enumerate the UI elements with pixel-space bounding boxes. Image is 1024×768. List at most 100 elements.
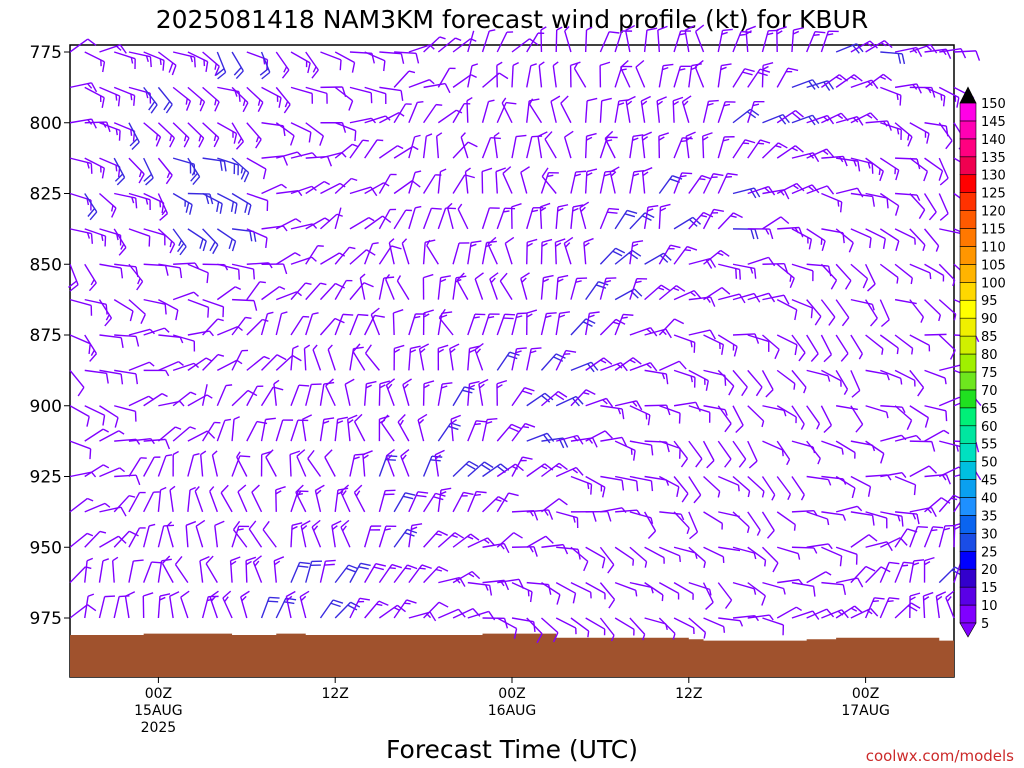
wind-barb	[295, 484, 307, 513]
barb-staff	[364, 182, 385, 195]
barb-feather	[623, 313, 634, 316]
barb-staff	[158, 360, 179, 372]
barb-staff	[187, 489, 191, 512]
barb-feather	[509, 351, 520, 356]
wind-barb	[659, 440, 681, 459]
barb-feather	[120, 267, 124, 279]
barb-feather	[572, 593, 577, 604]
wind-barb	[688, 329, 716, 340]
barb-feather	[345, 567, 357, 573]
barb-staff	[84, 596, 89, 619]
barb-staff	[319, 282, 336, 301]
barb-feather	[470, 533, 480, 541]
wind-barb	[320, 213, 343, 230]
wind-barb	[496, 617, 518, 639]
barb-staff	[688, 476, 702, 496]
wind-barb	[702, 582, 714, 610]
barb-feather	[166, 171, 171, 179]
wind-barb	[187, 486, 196, 512]
barb-staff	[246, 157, 267, 170]
barb-feather	[267, 311, 274, 315]
wind-barb	[924, 86, 946, 107]
barb-staff	[555, 29, 558, 53]
wind-barb	[489, 272, 499, 300]
barb-feather	[209, 241, 216, 252]
wind-barb	[570, 389, 596, 407]
colorbar-swatch	[959, 515, 977, 534]
barb-staff	[290, 122, 312, 133]
wind-barb	[408, 491, 429, 513]
colorbar-label: 100	[981, 276, 1006, 291]
wind-barb	[747, 100, 765, 123]
barb-staff	[385, 279, 395, 300]
colorbar-label: 120	[981, 205, 1006, 220]
y-tick-label: 850	[30, 255, 62, 275]
barb-feather	[930, 507, 937, 518]
barb-feather	[626, 209, 638, 214]
barb-staff	[84, 530, 101, 548]
wind-barb	[776, 440, 791, 466]
barb-staff	[84, 464, 104, 478]
wind-barb	[157, 486, 167, 512]
barb-feather	[468, 572, 475, 578]
wind-barb	[157, 454, 173, 477]
barb-feather	[87, 604, 97, 612]
barb-feather	[690, 341, 693, 348]
colorbar-label: 95	[981, 294, 998, 309]
barb-staff	[172, 291, 195, 301]
barb-feather	[285, 597, 297, 601]
barb-staff	[143, 438, 166, 442]
barb-feather	[508, 492, 519, 497]
barb-feather	[423, 313, 430, 318]
barb-staff	[496, 102, 507, 124]
wind-barb	[290, 315, 310, 336]
barb-staff	[69, 369, 85, 388]
x-axis-label: Forecast Time (UTC)	[386, 735, 638, 764]
color-legend: 5101520253035404550556065707580859095100…	[959, 86, 1006, 638]
wind-barb	[449, 343, 460, 371]
barb-feather	[89, 448, 92, 460]
barb-staff	[113, 596, 120, 619]
barb-feather	[282, 263, 288, 275]
wind-barb	[585, 546, 606, 569]
barb-feather	[442, 382, 453, 385]
barb-feather	[433, 496, 444, 501]
barb-feather	[224, 596, 229, 603]
y-tick-label: 975	[30, 609, 62, 629]
barb-feather	[710, 296, 716, 307]
barb-feather	[595, 284, 607, 289]
barb-staff	[850, 475, 871, 488]
barb-feather	[909, 596, 916, 601]
wind-barbs	[68, 24, 982, 644]
barb-staff	[456, 280, 469, 300]
barb-feather	[721, 344, 725, 355]
wind-barb	[894, 475, 917, 496]
wind-barb	[128, 491, 146, 513]
barb-feather	[926, 45, 932, 51]
wind-barb	[246, 122, 262, 149]
barb-feather	[589, 311, 600, 315]
barb-feather	[468, 349, 476, 354]
barb-feather	[678, 555, 681, 562]
barb-feather	[923, 171, 929, 182]
colorbar-label: 10	[981, 599, 998, 614]
wind-barb	[599, 277, 617, 300]
wind-barb	[261, 354, 287, 371]
wind-barb	[275, 86, 291, 114]
barb-feather	[513, 532, 523, 539]
barb-feather	[239, 455, 251, 458]
barb-staff	[422, 208, 433, 230]
wind-barb	[560, 95, 572, 124]
barb-staff	[353, 421, 366, 442]
barb-feather	[490, 136, 501, 140]
barb-feather	[952, 279, 956, 287]
wind-barb	[99, 334, 124, 349]
barb-feather	[632, 243, 639, 248]
barb-feather	[620, 60, 629, 68]
barb-staff	[305, 180, 325, 195]
barb-feather	[166, 521, 173, 527]
wind-barb	[423, 530, 448, 548]
barb-feather	[684, 25, 695, 31]
barb-feather	[297, 490, 302, 497]
credit-text: coolwx.com/models	[866, 747, 1014, 765]
